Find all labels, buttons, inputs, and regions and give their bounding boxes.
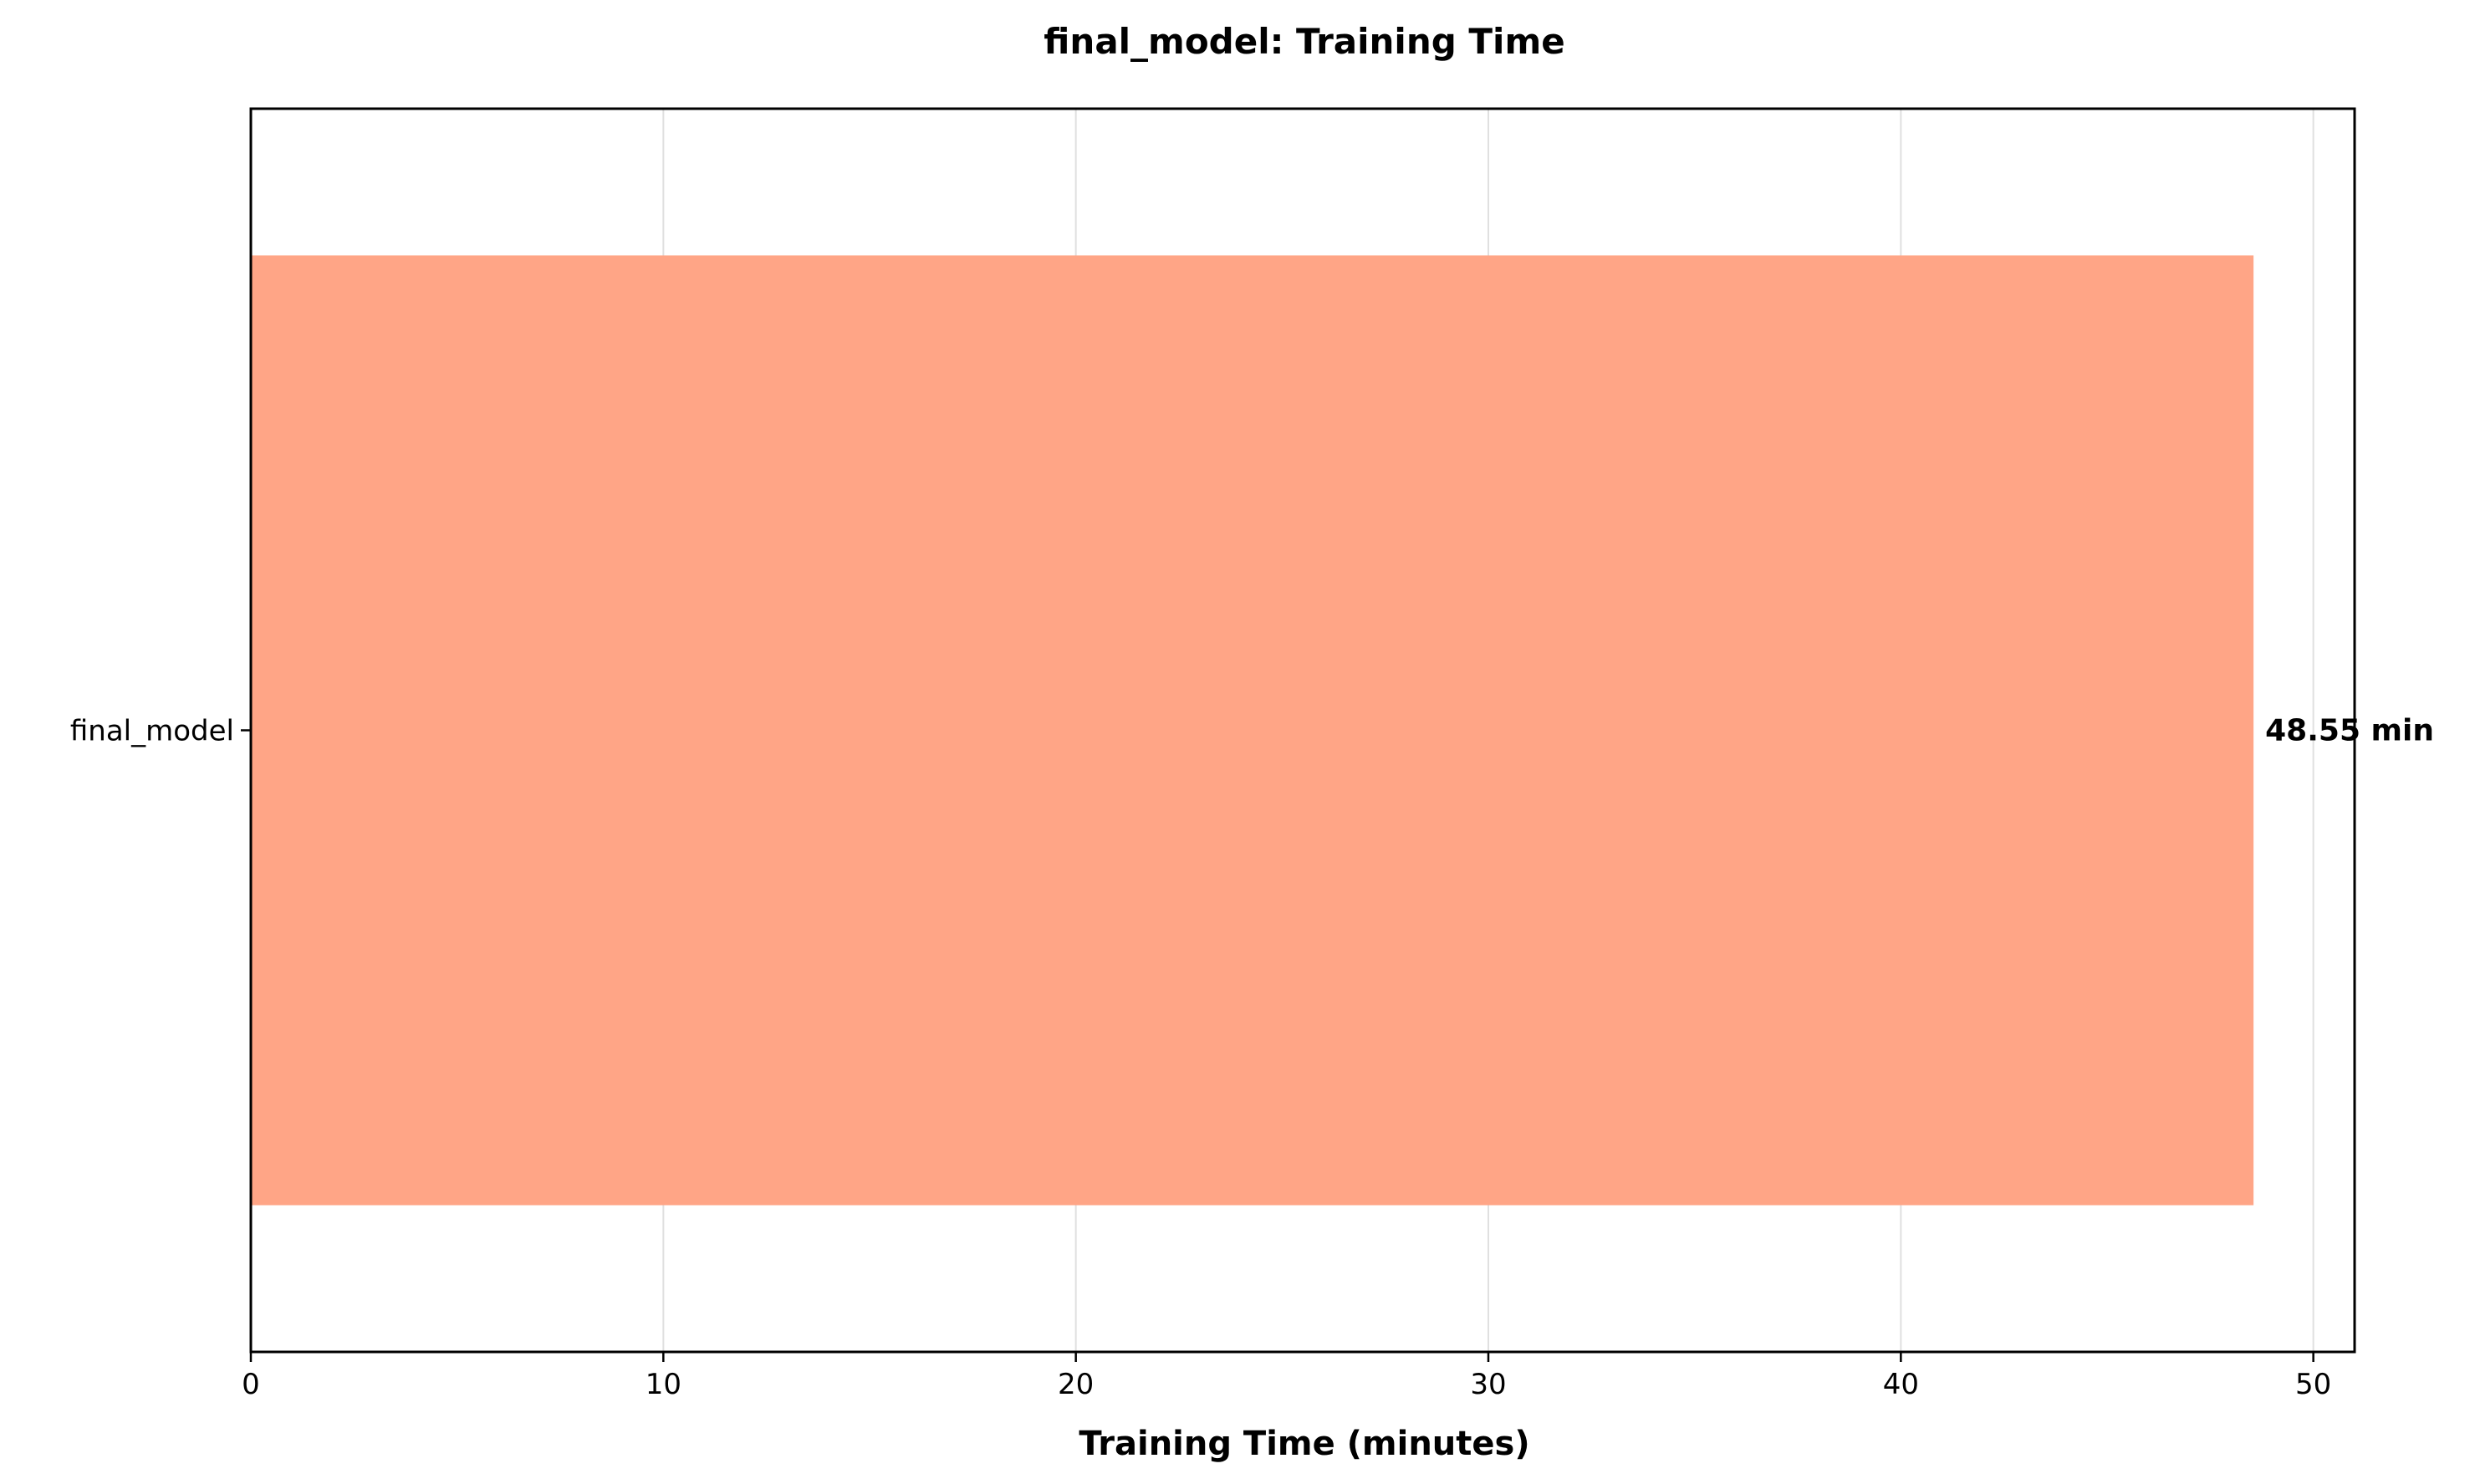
x-tick-label: 40	[1883, 1368, 1919, 1401]
x-tick-label: 50	[2295, 1368, 2331, 1401]
x-tick-label: 0	[242, 1368, 260, 1401]
x-axis-label: Training Time (minutes)	[1079, 1425, 1529, 1463]
y-tick-label: final_model	[70, 715, 234, 748]
x-tick-label: 20	[1058, 1368, 1094, 1401]
x-tick-label: 10	[646, 1368, 681, 1401]
bar-value-label: 48.55 min	[2265, 714, 2434, 748]
data-labels: 48.55 min	[2265, 714, 2434, 748]
x-tick-label: 30	[1470, 1368, 1506, 1401]
x-axis-ticks: 0 10 20 30 40 50	[242, 1352, 2331, 1401]
bars	[251, 255, 2254, 1206]
bar	[251, 255, 2254, 1206]
chart-title: final_model: Training Time	[1044, 21, 1564, 62]
y-axis-ticks: final_model	[70, 715, 251, 748]
